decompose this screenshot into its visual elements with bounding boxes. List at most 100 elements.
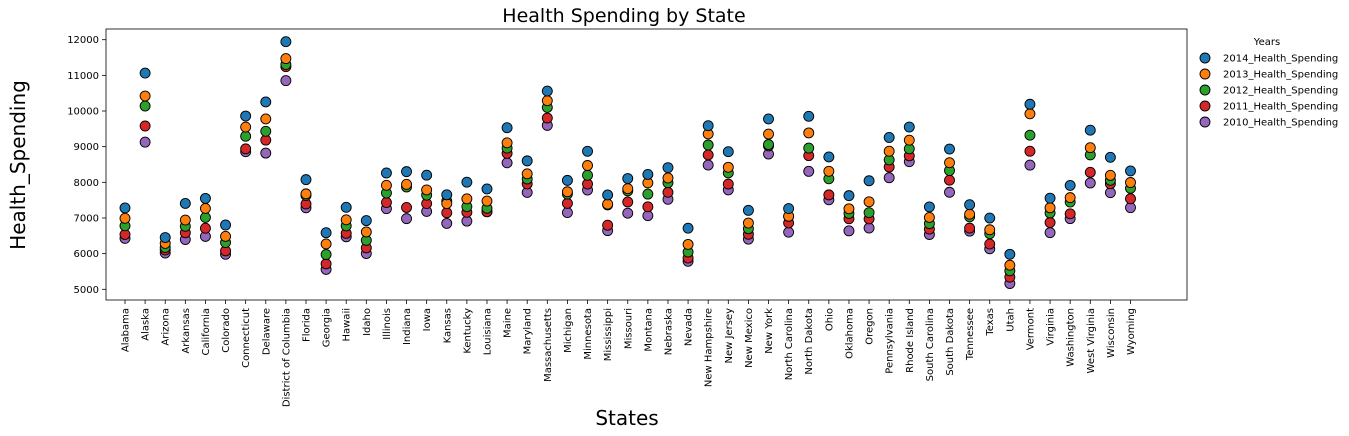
legend-marker-2011-health-spending [1199, 100, 1211, 112]
point-2014-health-spending-north-dakota [803, 110, 815, 122]
x-tick-label-north-dakota: North Dakota [804, 308, 815, 375]
legend-label-2010-health-spending: 2010_Health_Spending [1223, 118, 1338, 129]
point-2010-health-spending-south-dakota [944, 186, 955, 198]
point-2011-health-spending-indiana [401, 202, 412, 213]
point-2013-health-spending-alaska [139, 90, 151, 102]
point-2013-health-spending-north-dakota [803, 127, 815, 139]
x-tick-label-alabama: Alabama [121, 308, 132, 352]
point-2013-health-spending-wisconsin [1104, 169, 1116, 181]
point-2013-health-spending-massachusetts [541, 95, 553, 107]
x-tick-label-illinois: Illinois [382, 308, 393, 340]
x-tick-label-virginia: Virginia [1046, 308, 1057, 346]
x-tick-label-connecticut: Connecticut [241, 308, 252, 368]
x-tick-label-kentucky: Kentucky [462, 308, 473, 354]
point-2014-health-spending-delaware [260, 96, 272, 108]
point-2013-health-spending-minnesota [582, 160, 593, 171]
point-2014-health-spending-hawaii [340, 201, 352, 213]
point-2013-health-spending-delaware [260, 113, 272, 125]
x-tick-label-idaho: Idaho [362, 308, 373, 336]
point-2010-health-spending-north-carolina [783, 226, 795, 238]
x-tick-label-florida: Florida [301, 308, 312, 342]
point-2011-health-spending-montana [642, 201, 654, 213]
point-2013-health-spending-louisiana [481, 195, 493, 207]
x-tick-label-rhode-island: Rhode Island [905, 308, 916, 373]
point-2014-health-spending-rhode-island [903, 121, 915, 133]
legend-marker-2013-health-spending [1199, 68, 1211, 80]
point-2012-health-spending-alaska [139, 100, 151, 112]
x-tick-label-south-dakota: South Dakota [945, 308, 956, 376]
point-2013-health-spending-vermont [1024, 108, 1036, 120]
point-2011-health-spending-connecticut [240, 143, 252, 155]
point-2014-health-spending-texas [984, 212, 996, 224]
x-tick-label-nevada: Nevada [684, 308, 695, 346]
x-tick-label-texas: Texas [985, 308, 996, 337]
point-2010-health-spending-delaware [260, 147, 272, 159]
point-2013-health-spending-colorado [220, 230, 232, 242]
legend-label-2011-health-spending: 2011_Health_Spending [1223, 102, 1338, 113]
point-2013-health-spending-indiana [401, 178, 412, 190]
point-2014-health-spending-south-carolina [923, 201, 935, 213]
point-2013-health-spending-virginia [1044, 202, 1056, 214]
point-2013-health-spending-new-mexico [742, 217, 754, 229]
point-2013-health-spending-nevada [682, 238, 694, 250]
point-2010-health-spending-north-dakota [803, 165, 815, 177]
point-2010-health-spending-virginia [1044, 227, 1056, 239]
point-2010-health-spending-kansas [441, 217, 453, 229]
x-tick-label-oregon: Oregon [865, 308, 876, 345]
point-2013-health-spending-maryland [521, 168, 533, 180]
x-tick-label-north-carolina: North Carolina [784, 308, 795, 380]
point-2013-health-spending-pennsylvania [883, 145, 895, 157]
point-2014-health-spending-minnesota [582, 145, 593, 157]
legend-label-2012-health-spending: 2012_Health_Spending [1223, 86, 1338, 97]
x-tick-label-district-of-columbia: District of Columbia [281, 308, 292, 407]
x-tick-label-ohio: Ohio [824, 308, 835, 331]
legend-label-2013-health-spending: 2013_Health_Spending [1223, 70, 1338, 81]
point-2012-health-spending-vermont [1024, 129, 1036, 141]
point-2011-health-spending-south-dakota [944, 174, 955, 186]
point-2012-health-spending-montana [642, 188, 654, 200]
point-2012-health-spending-delaware [260, 125, 272, 137]
x-tick-label-arizona: Arizona [161, 308, 172, 346]
point-2011-health-spending-california [199, 222, 211, 234]
point-2011-health-spending-wyoming [1125, 193, 1136, 205]
point-2014-health-spending-pennsylvania [883, 132, 895, 143]
point-2013-health-spending-texas [984, 224, 996, 236]
point-2013-health-spending-arkansas [179, 214, 191, 226]
point-2014-health-spending-ohio [823, 151, 835, 163]
point-2014-health-spending-arizona [159, 232, 171, 243]
y-tick-label-10000: 10000 [67, 107, 99, 118]
point-2014-health-spending-montana [642, 168, 654, 180]
point-2010-health-spending-vermont [1024, 159, 1036, 171]
point-2014-health-spending-new-jersey [722, 146, 734, 158]
point-2011-health-spending-illinois [380, 197, 392, 208]
x-tick-label-delaware: Delaware [261, 308, 272, 355]
y-tick-label-6000: 6000 [74, 249, 99, 260]
point-2010-health-spending-new-hampshire [702, 159, 714, 171]
point-2013-health-spending-oregon [863, 196, 875, 208]
point-2013-health-spending-district-of-columbia [280, 53, 292, 65]
point-2014-health-spending-vermont [1024, 98, 1036, 110]
point-2010-health-spending-district-of-columbia [280, 75, 292, 87]
point-2014-health-spending-iowa [421, 169, 433, 181]
point-2013-health-spending-iowa [421, 184, 433, 196]
x-tick-label-massachusetts: Massachusetts [543, 308, 554, 382]
y-tick-label-9000: 9000 [74, 142, 99, 153]
point-2014-health-spending-missouri [622, 173, 634, 184]
point-2013-health-spending-washington [1064, 192, 1076, 204]
point-2013-health-spending-oklahoma [843, 203, 855, 215]
point-2013-health-spending-maine [501, 137, 513, 149]
point-2014-health-spending-wyoming [1125, 165, 1136, 177]
x-tick-label-new-mexico: New Mexico [744, 308, 755, 368]
point-2014-health-spending-south-dakota [944, 143, 955, 155]
point-2014-health-spending-kansas [441, 189, 453, 201]
x-tick-label-utah: Utah [1005, 308, 1016, 332]
point-2014-health-spending-massachusetts [541, 85, 553, 97]
x-tick-label-wisconsin: Wisconsin [1106, 308, 1117, 358]
x-tick-label-missouri: Missouri [623, 308, 634, 349]
x-tick-label-new-hampshire: New Hampshire [704, 308, 715, 387]
x-tick-label-south-carolina: South Carolina [925, 308, 936, 381]
point-2014-health-spending-mississippi [602, 189, 614, 201]
x-tick-label-wyoming: Wyoming [1126, 308, 1137, 355]
point-2014-health-spending-idaho [360, 215, 372, 227]
point-2012-health-spending-minnesota [582, 169, 593, 181]
